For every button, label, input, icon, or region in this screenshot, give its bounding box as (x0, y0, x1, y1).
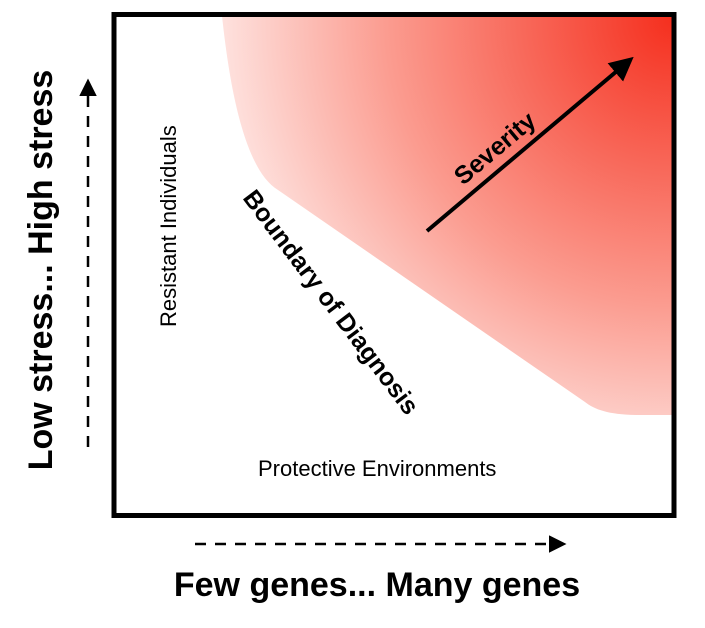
x-axis-label: Few genes... Many genes (174, 566, 580, 604)
resistant-individuals-label: Resistant Individuals (156, 125, 181, 327)
plot-frame (111, 12, 677, 518)
severity-arrow (425, 56, 634, 233)
y-axis-label: Low stress... High stress (22, 70, 60, 471)
protective-environments-label: Protective Environments (258, 456, 496, 481)
